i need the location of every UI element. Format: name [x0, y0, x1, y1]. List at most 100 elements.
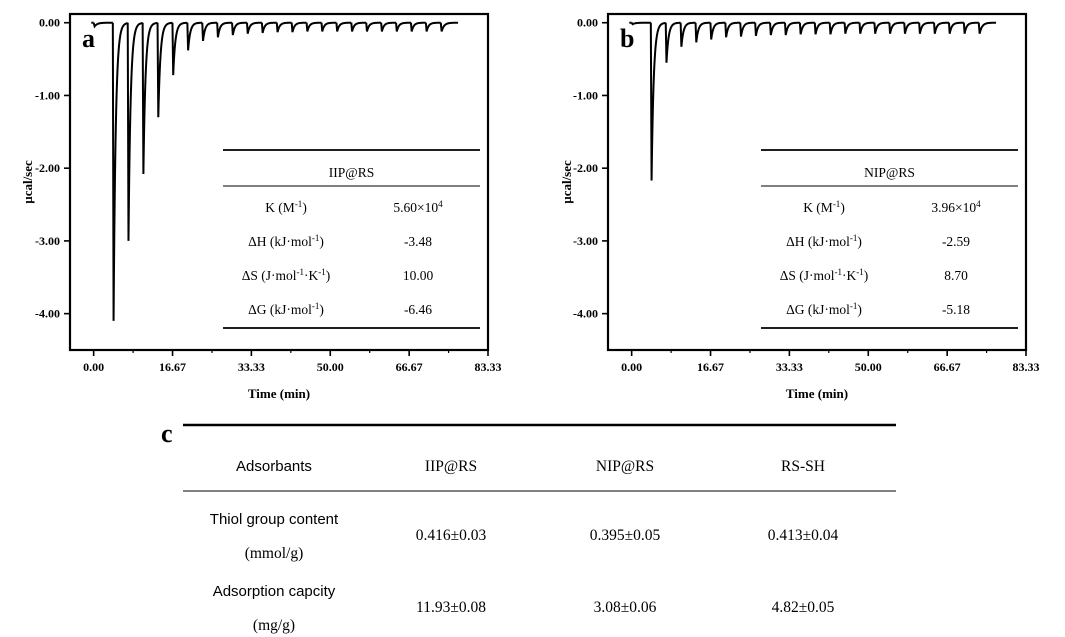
- injection-peak: [275, 21, 292, 33]
- table-cell: 0.416±0.03: [416, 527, 487, 544]
- param-text-end: ): [302, 200, 307, 215]
- x-tick-label: 66.67: [934, 360, 961, 374]
- y-tick-label: -4.00: [573, 307, 598, 321]
- inset-param-label: ΔS (J·mol-1·K-1): [242, 267, 331, 283]
- param-text-end: ): [857, 302, 862, 317]
- injection-peak: [201, 21, 218, 42]
- x-tick-label: 0.00: [621, 360, 642, 374]
- param-text: ΔH (kJ·mol: [786, 234, 850, 249]
- inset-param-label: ΔH (kJ·mol-1): [248, 233, 324, 249]
- param-text-mid: ·K: [842, 268, 856, 283]
- param-text: ΔS (J·mol: [242, 268, 297, 283]
- panel-letter: c: [161, 419, 173, 448]
- inset-param-label: K (M-1): [265, 199, 307, 215]
- panel-letter: b: [620, 24, 634, 53]
- x-axis-title: Time (min): [786, 386, 848, 401]
- inset-header: NIP@RS: [864, 165, 915, 180]
- injection-peak: [709, 21, 726, 40]
- injection-peak: [231, 21, 248, 36]
- injection-peak: [320, 21, 337, 32]
- x-tick-label: 83.33: [1013, 360, 1040, 374]
- injection-peak: [171, 21, 188, 76]
- value-text: 8.70: [944, 268, 968, 283]
- injection-peak: [245, 21, 262, 34]
- inset-param-label: K (M-1): [803, 199, 845, 215]
- y-tick-label: -3.00: [573, 234, 598, 248]
- x-tick-label: 0.00: [83, 360, 104, 374]
- param-superscript-2: -1: [318, 267, 326, 277]
- table-cell: 3.08±0.06: [594, 599, 657, 616]
- injection-peak: [126, 22, 143, 241]
- x-tick-label: 66.67: [396, 360, 423, 374]
- param-text: K (M: [803, 200, 833, 215]
- x-tick-label: 33.33: [776, 360, 803, 374]
- y-tick-label: -2.00: [35, 161, 60, 175]
- plot-frame: [68, 12, 490, 352]
- inset-value: 3.96×104: [931, 199, 981, 215]
- param-superscript: -1: [850, 233, 858, 243]
- param-superscript: -1: [850, 301, 858, 311]
- injection-peak: [724, 21, 741, 38]
- param-superscript-2: -1: [856, 267, 864, 277]
- param-text: K (M: [265, 200, 295, 215]
- x-tick-label: 50.00: [855, 360, 882, 374]
- injection-peak: [630, 21, 651, 26]
- param-superscript: -1: [297, 267, 305, 277]
- inset-value: -2.59: [942, 234, 970, 249]
- injection-peak: [111, 22, 128, 321]
- injection-peak: [350, 21, 367, 32]
- column-header: Adsorbants: [236, 458, 312, 475]
- param-text: ΔH (kJ·mol: [248, 234, 312, 249]
- row-label: Thiol group content: [210, 511, 339, 528]
- x-tick-label: 16.67: [159, 360, 186, 374]
- column-header: NIP@RS: [596, 458, 654, 475]
- plot-frame: [606, 12, 1028, 352]
- inset-param-label: ΔG (kJ·mol-1): [786, 301, 862, 317]
- injection-peak: [933, 21, 949, 34]
- table-cell: 0.395±0.05: [590, 527, 661, 544]
- injection-peak: [888, 21, 905, 34]
- param-text-end: ): [857, 234, 862, 249]
- param-text-end: ): [319, 234, 324, 249]
- injection-peak: [947, 21, 964, 34]
- value-text: 5.60×10: [393, 200, 438, 215]
- injection-peak: [216, 21, 233, 38]
- param-superscript: -1: [295, 199, 303, 209]
- inset-param-label: ΔS (J·mol-1·K-1): [780, 267, 869, 283]
- y-tick-label: -2.00: [573, 161, 598, 175]
- param-superscript: -1: [835, 267, 843, 277]
- param-text-end: ): [864, 268, 869, 283]
- column-header: IIP@RS: [425, 458, 477, 475]
- injection-peak: [335, 21, 352, 32]
- injection-peak: [92, 21, 113, 29]
- x-axis-title: Time (min): [248, 386, 310, 401]
- value-text: -5.18: [942, 302, 970, 317]
- param-superscript: -1: [312, 301, 320, 311]
- inset-value: 10.00: [403, 268, 434, 283]
- inset-value: -5.18: [942, 302, 970, 317]
- injection-peak: [290, 21, 307, 33]
- x-tick-label: 16.67: [697, 360, 724, 374]
- injection-peak: [664, 21, 681, 63]
- injection-peak: [769, 21, 786, 36]
- injection-peak: [305, 21, 322, 32]
- param-text: ΔG (kJ·mol: [248, 302, 312, 317]
- injection-peak: [395, 21, 411, 32]
- x-tick-label: 83.33: [475, 360, 502, 374]
- inset-value: 5.60×104: [393, 199, 443, 215]
- injection-peak: [977, 21, 997, 34]
- param-superscript: -1: [833, 199, 841, 209]
- y-tick-label: -1.00: [573, 88, 598, 102]
- inset-param-label: ΔH (kJ·mol-1): [786, 233, 862, 249]
- y-tick-label: -4.00: [35, 307, 60, 321]
- value-superscript: 4: [438, 199, 443, 209]
- injection-peak: [409, 21, 426, 32]
- param-text-end: ): [840, 200, 845, 215]
- y-tick-label: 0.00: [577, 16, 598, 30]
- param-text: ΔS (J·mol: [780, 268, 835, 283]
- injection-peak: [858, 21, 875, 34]
- injection-peak: [439, 21, 459, 32]
- param-text-mid: ·K: [304, 268, 318, 283]
- x-tick-label: 50.00: [317, 360, 344, 374]
